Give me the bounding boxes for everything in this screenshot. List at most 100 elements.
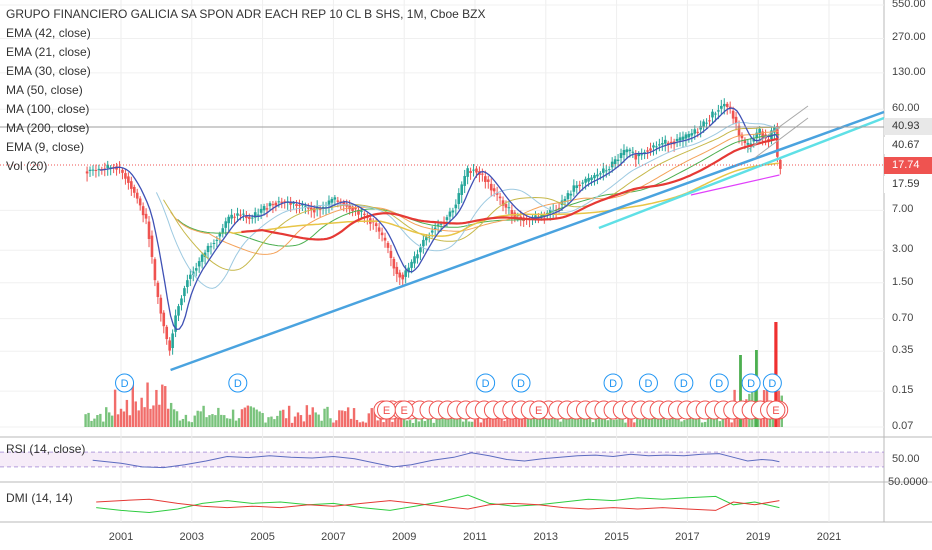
channel-line (747, 105, 809, 151)
candle-body (206, 245, 210, 253)
legend-ema-42[interactable]: EMA (42, close) (6, 26, 91, 40)
candle-body (501, 200, 505, 206)
volume-bar (382, 422, 385, 427)
candle-body (327, 200, 331, 206)
volume-bar (146, 382, 149, 427)
volume-bar (730, 422, 733, 427)
volume-bar (488, 416, 491, 427)
volume-bar (317, 414, 320, 427)
legend-ema-9[interactable]: EMA (9, close) (6, 140, 85, 154)
candle-body (194, 268, 198, 271)
candle-body (259, 208, 263, 213)
candle-body (245, 215, 248, 219)
candle-body (578, 184, 582, 187)
candle-body (239, 214, 242, 216)
candle-body (616, 159, 620, 161)
volume-bar (482, 412, 486, 427)
dividend-marker (603, 373, 623, 393)
volume-bar (84, 414, 87, 427)
chart-legend: GRUPO FINANCIERO GALICIA SA SPON ADR EAC… (6, 5, 485, 176)
candle-body (711, 111, 714, 118)
volume-bar (181, 418, 185, 427)
candle-body (489, 183, 493, 191)
volume-bar (633, 422, 636, 427)
legend-ma-50[interactable]: MA (50, close) (6, 83, 83, 97)
candle-body (534, 215, 537, 218)
channel-line (754, 117, 809, 159)
time-tick-label: 2005 (250, 531, 275, 543)
volume-bar (698, 417, 701, 427)
candle-body (696, 131, 700, 133)
legend-ma-200[interactable]: MA (200, close) (6, 121, 90, 135)
dividend-marker (741, 373, 761, 393)
candle-body (779, 159, 782, 169)
volume-bar (512, 414, 515, 427)
volume-bar (621, 417, 624, 427)
candle-body (625, 149, 629, 153)
price-tag: 40.67 (884, 137, 932, 154)
candle-body (268, 203, 272, 207)
candle-body (265, 208, 269, 210)
candle-body (495, 192, 499, 195)
volume-bar (582, 415, 586, 427)
candle-body (613, 159, 617, 165)
volume-bar (485, 415, 488, 427)
candle-body (448, 211, 452, 217)
candle-body (109, 167, 112, 169)
volume-bar (110, 415, 114, 427)
volume-bar (344, 411, 347, 427)
volume-bar (503, 420, 506, 427)
candle-body (94, 170, 98, 172)
candle-body (298, 204, 301, 206)
legend-ma-100[interactable]: MA (100, close) (6, 102, 90, 116)
volume-bar (521, 414, 524, 427)
candle-body (221, 228, 225, 233)
candle-body (634, 154, 638, 160)
volume-bar (90, 420, 93, 427)
dmi-plus-di-line (96, 494, 780, 514)
volume-bar (279, 410, 282, 427)
volume-bar (249, 406, 252, 427)
candle-body (740, 134, 744, 139)
candle-body (404, 270, 407, 277)
candle-body (186, 280, 189, 288)
volume-bar (594, 416, 598, 427)
rsi-pane-label[interactable]: RSI (14, close) (6, 442, 86, 456)
volume-bar (456, 418, 459, 427)
time-tick-label: 2009 (391, 531, 417, 543)
candle-body (377, 227, 381, 232)
legend-volume[interactable]: Vol (20) (6, 159, 48, 173)
price-tick-label: 0.70 (892, 311, 914, 324)
volume-bar (724, 418, 727, 427)
candle-body (492, 188, 496, 192)
candle-body (307, 206, 310, 209)
dmi-pane-label[interactable]: DMI (14, 14) (6, 491, 73, 505)
volume-bar (158, 404, 161, 427)
volume-bar (453, 411, 456, 427)
volume-bar (588, 410, 592, 427)
volume-bar (276, 415, 279, 427)
legend-ema-30[interactable]: EMA (30, close) (6, 64, 91, 78)
legend-ema-21[interactable]: EMA (21, close) (6, 45, 91, 59)
volume-bar (119, 408, 123, 427)
candle-body (413, 256, 416, 264)
candle-body (436, 224, 440, 226)
candle-body (271, 204, 275, 206)
volume-bar (695, 413, 698, 427)
candle-body (675, 138, 679, 141)
volume-bar (205, 417, 208, 427)
price-tick-label: 0.15 (892, 384, 914, 397)
volume-bar (346, 407, 350, 427)
time-tick-label: 2003 (179, 531, 205, 543)
volume-bar (712, 413, 716, 427)
volume-bar (196, 410, 199, 427)
volume-bar (361, 421, 365, 427)
candle-body (708, 120, 711, 122)
candle-body (746, 142, 750, 145)
volume-bar (167, 408, 170, 427)
volume-bar (305, 405, 309, 427)
volume-bar (161, 384, 164, 427)
candle-body (218, 233, 222, 237)
volume-bar (559, 421, 562, 427)
